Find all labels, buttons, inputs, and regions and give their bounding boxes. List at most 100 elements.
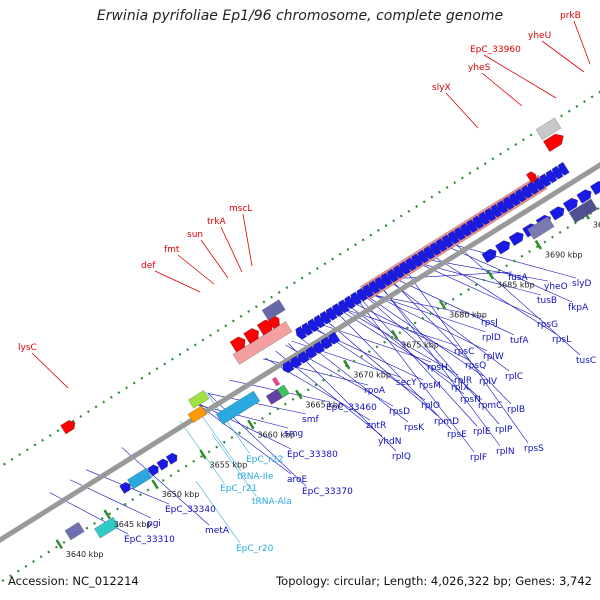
pseudogene-arrow[interactable] xyxy=(60,420,76,435)
gene-label-trka[interactable]: trkA xyxy=(207,217,226,227)
gene-label-yheu[interactable]: yheU xyxy=(528,31,551,41)
cds-arrow[interactable] xyxy=(478,211,491,226)
cds-arrow-inner[interactable] xyxy=(165,452,178,465)
gene-block-pink[interactable] xyxy=(272,376,281,387)
cds-arrow-inner[interactable] xyxy=(508,231,524,246)
gene-label-smg[interactable]: smg xyxy=(284,429,303,439)
gene-label-epc_33340[interactable]: EpC_33340 xyxy=(165,505,216,515)
cds-arrow[interactable] xyxy=(423,245,436,260)
gene-label-rplx[interactable]: rplX xyxy=(451,383,469,393)
gene-label-rpld[interactable]: rplD xyxy=(482,333,501,343)
gene-label-tusb[interactable]: tusB xyxy=(537,296,557,306)
gene-label-prkb[interactable]: prkB xyxy=(560,11,581,21)
gene-label-rpsm[interactable]: rpsM xyxy=(419,381,441,391)
pseudogene-arrow[interactable] xyxy=(543,133,564,152)
gene-label-trna-ile[interactable]: tRNA-Ile xyxy=(237,472,274,482)
cds-arrow[interactable] xyxy=(295,326,307,340)
cds-arrow[interactable] xyxy=(533,177,546,191)
gene-label-rpsk[interactable]: rpsK xyxy=(404,423,425,433)
gene-label-fkpa[interactable]: fkpA xyxy=(568,303,589,313)
cds-arrow[interactable] xyxy=(515,188,527,203)
gene-label-rpsg[interactable]: rpsG xyxy=(537,320,558,330)
gene-label-epc_r20[interactable]: EpC_r20 xyxy=(236,544,274,554)
gene-label-slyd[interactable]: slyD xyxy=(572,279,592,289)
cds-arrow[interactable] xyxy=(326,307,338,321)
cds-arrow-inner[interactable] xyxy=(590,181,600,196)
cds-arrow[interactable] xyxy=(307,318,320,332)
gene-label-rpsj[interactable]: rpsJ xyxy=(481,318,498,328)
gene-label-rpss[interactable]: rpsS xyxy=(524,444,544,454)
gene-label-lysc[interactable]: lysC xyxy=(18,343,37,353)
cds-arrow-reverse[interactable] xyxy=(282,360,295,374)
pseudogene-arrow[interactable] xyxy=(229,336,246,353)
gene-label-rpsc[interactable]: rpsC xyxy=(454,347,474,357)
cds-arrow[interactable] xyxy=(466,219,478,233)
cds-arrow[interactable] xyxy=(319,310,332,325)
cds-arrow[interactable] xyxy=(344,295,356,310)
gene-label-slyx[interactable]: slyX xyxy=(432,83,451,93)
cds-arrow-inner[interactable] xyxy=(562,197,578,213)
cds-arrow[interactable] xyxy=(503,196,515,210)
gene-block-green[interactable] xyxy=(276,384,290,398)
gene-label-meta[interactable]: metA xyxy=(205,526,230,536)
cds-arrow-reverse[interactable] xyxy=(320,336,333,350)
cds-arrow-inner[interactable] xyxy=(119,482,131,494)
cds-arrow[interactable] xyxy=(429,242,442,256)
gene-label-yheo[interactable]: yheO xyxy=(544,282,568,292)
gene-label-yhdn[interactable]: yhdN xyxy=(378,437,401,447)
cds-arrow[interactable] xyxy=(417,249,430,264)
gene-label-def[interactable]: def xyxy=(141,261,156,271)
cds-arrow[interactable] xyxy=(496,200,509,214)
gene-label-epc_33310[interactable]: EpC_33310 xyxy=(124,535,175,545)
cds-arrow-inner[interactable] xyxy=(576,189,592,204)
gene-label-tusc[interactable]: tusC xyxy=(576,356,596,366)
gene-label-secy[interactable]: secY xyxy=(396,378,417,388)
cds-arrow[interactable] xyxy=(484,207,497,222)
gene-label-epc_r22[interactable]: EpC_r22 xyxy=(246,455,283,465)
gene-block-gray[interactable] xyxy=(535,117,562,140)
cds-arrow[interactable] xyxy=(399,261,411,275)
gene-label-rpln[interactable]: rplN xyxy=(496,447,515,457)
cds-arrow-reverse[interactable] xyxy=(328,331,341,345)
gene-block-teal[interactable] xyxy=(94,516,120,539)
cds-arrow-inner[interactable] xyxy=(495,240,511,255)
cds-arrow[interactable] xyxy=(527,181,539,195)
slyx-arrow[interactable] xyxy=(526,171,537,184)
cds-arrow[interactable] xyxy=(405,257,417,271)
gene-label-rplp[interactable]: rplP xyxy=(495,425,513,435)
cds-arrow[interactable] xyxy=(490,203,503,218)
gene-label-yhes[interactable]: yheS xyxy=(468,63,491,73)
cds-arrow-reverse[interactable] xyxy=(298,350,310,364)
gene-label-rplr[interactable]: rplR xyxy=(454,376,472,386)
gene-label-rplw[interactable]: rplW xyxy=(483,352,504,362)
gene-label-rpmd[interactable]: rpmD xyxy=(434,417,459,427)
pseudogene-arrow[interactable] xyxy=(243,328,259,344)
gene-block-orange[interactable] xyxy=(187,405,208,423)
gene-label-rpsq[interactable]: rpsQ xyxy=(465,361,486,371)
cds-arrow[interactable] xyxy=(509,192,521,207)
gene-label-rplv[interactable]: rplV xyxy=(479,377,498,387)
cds-arrow[interactable] xyxy=(545,169,558,184)
cds-arrow[interactable] xyxy=(539,173,552,187)
cds-arrow[interactable] xyxy=(442,234,454,249)
cds-arrow[interactable] xyxy=(374,276,387,291)
cds-arrow[interactable] xyxy=(362,284,375,298)
cds-arrow[interactable] xyxy=(368,280,381,294)
trna-block-small[interactable] xyxy=(127,467,153,490)
cds-arrow[interactable] xyxy=(558,162,570,176)
gene-label-epc_33380[interactable]: EpC_33380 xyxy=(287,450,338,460)
cds-arrow-inner[interactable] xyxy=(147,464,159,477)
gene-label-rplc[interactable]: rplC xyxy=(505,372,523,382)
cds-arrow[interactable] xyxy=(356,287,369,302)
gene-label-epc_33960[interactable]: EpC_33960 xyxy=(470,45,521,55)
gene-label-rplq[interactable]: rplQ xyxy=(392,452,411,462)
gene-label-rpsn[interactable]: rpsN xyxy=(460,395,481,405)
gene-label-epc_r21[interactable]: EpC_r21 xyxy=(220,484,257,494)
gene-label-rpmc[interactable]: rpmC xyxy=(478,401,502,411)
cds-arrow-reverse[interactable] xyxy=(305,346,318,359)
cds-arrow[interactable] xyxy=(387,268,399,283)
gene-label-trna-ala[interactable]: tRNA-Ala xyxy=(252,497,292,507)
cds-arrow[interactable] xyxy=(338,299,350,313)
gene-block-slate[interactable] xyxy=(64,521,85,541)
